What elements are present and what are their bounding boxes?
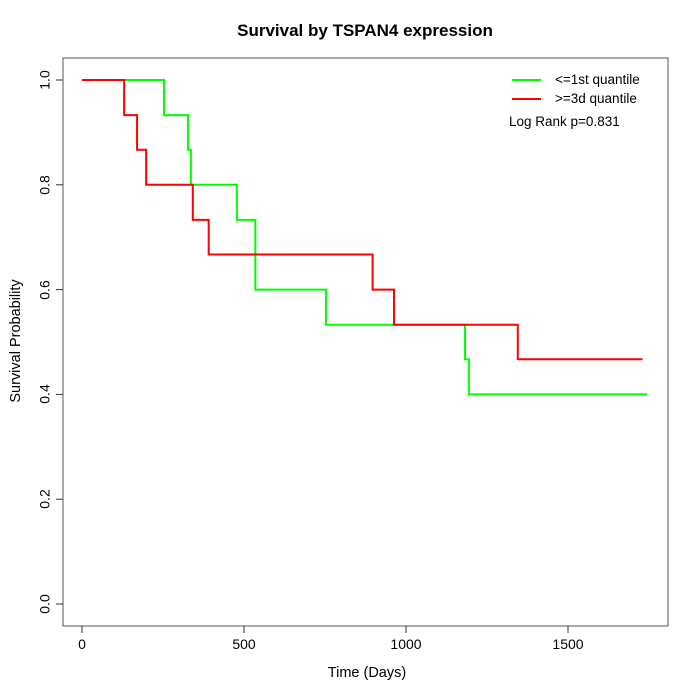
km-curve-le-1st-quantile <box>82 79 648 396</box>
x-tick-label: 1000 <box>390 636 422 652</box>
legend-line-red <box>512 97 541 100</box>
chart-title: Survival by TSPAN4 expression <box>237 21 493 40</box>
x-tick-label: 0 <box>78 636 86 652</box>
y-tick-label: 1.0 <box>36 70 53 90</box>
legend: <=1st quantile >=3d quantile Log Rank p=… <box>509 70 640 129</box>
legend-line-green <box>512 78 541 81</box>
y-tick-label: 0.4 <box>36 384 53 405</box>
y-tick-label: 0.8 <box>36 175 53 195</box>
legend-item-3d-quantile: >=3d quantile <box>509 89 640 108</box>
y-tick-label: 0.6 <box>36 279 53 300</box>
km-curve-ge-3d-quantile <box>82 79 643 361</box>
x-axis-title: Time (Days) <box>327 665 407 681</box>
y-tick-label: 0.2 <box>36 489 53 509</box>
legend-item-1st-quantile: <=1st quantile <box>509 70 640 89</box>
plot-box <box>62 57 669 627</box>
legend-label-1st-quantile: <=1st quantile <box>555 72 640 87</box>
y-axis-title: Survival Probability <box>8 279 24 403</box>
x-tick-label: 500 <box>232 636 256 652</box>
x-tick-label: 1500 <box>552 636 584 652</box>
legend-label-3d-quantile: >=3d quantile <box>555 91 637 106</box>
log-rank-pvalue: Log Rank p=0.831 <box>509 114 620 129</box>
y-tick-label: 0.0 <box>36 594 53 614</box>
